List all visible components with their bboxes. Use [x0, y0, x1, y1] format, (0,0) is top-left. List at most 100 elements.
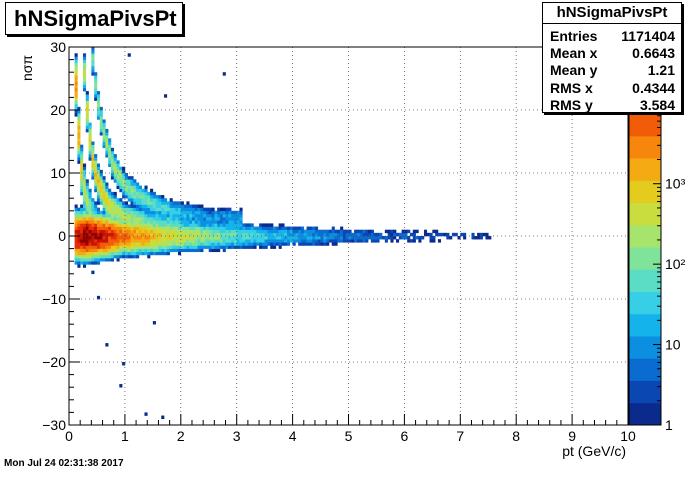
heatmap-cell: [147, 191, 151, 196]
heatmap-cell: [407, 229, 411, 234]
heatmap-cell: [354, 239, 358, 243]
heatmap-cell: [270, 239, 274, 243]
heatmap-cell: [256, 229, 260, 234]
heatmap-cell: [110, 201, 115, 205]
heatmap-cell: [82, 242, 87, 246]
heatmap-cell: [306, 242, 310, 246]
heatmap-cell: [217, 232, 221, 237]
heatmap-cell: [429, 236, 433, 240]
heatmap-cell: [180, 236, 184, 240]
heatmap-cell: [172, 232, 176, 237]
histogram-title-box: hNSigmaPivsPt: [5, 2, 183, 35]
heatmap-cell: [166, 251, 170, 256]
heatmap-cell: [270, 245, 274, 249]
heatmap-cell: [161, 198, 165, 202]
heatmap-cell: [130, 245, 134, 249]
heatmap-cell: [150, 201, 154, 205]
heatmap-cell: [197, 229, 201, 234]
heatmap-cell: [80, 245, 84, 249]
z-tick-label: 1: [665, 417, 673, 433]
heatmap-cell: [91, 236, 95, 240]
heatmap-cell: [247, 245, 251, 249]
heatmap-cell: [239, 210, 243, 215]
heatmap-cell: [144, 188, 148, 193]
heatmap-cell: [133, 201, 137, 205]
heatmap-cell: [267, 232, 271, 237]
heatmap-cell: [354, 229, 358, 234]
heatmap-cell: [91, 261, 95, 265]
heatmap-cell: [88, 223, 92, 227]
heatmap-cell: [194, 242, 198, 246]
heatmap-cell: [141, 201, 145, 205]
heatmap-cell: [233, 232, 237, 237]
heatmap-cell: [231, 217, 235, 221]
heatmap-cell: [108, 138, 112, 142]
heatmap-cell: [96, 213, 101, 218]
heatmap-cell: [155, 226, 159, 230]
heatmap-cell: [228, 223, 232, 227]
heatmap-cell: [225, 213, 229, 218]
heatmap-cell: [136, 242, 140, 246]
heatmap-cell: [278, 229, 282, 234]
heatmap-cell: [144, 236, 148, 240]
heatmap-cell: [99, 116, 103, 120]
x-axis: 0 1 2 3 4 5 6 7 8 9 10: [65, 414, 636, 444]
heatmap-cell: [94, 169, 98, 174]
heatmap-cell: [147, 213, 151, 218]
heatmap-cell: [186, 236, 190, 240]
heatmap-cell: [116, 207, 120, 212]
heatmap-cell: [85, 201, 89, 205]
heatmap-cell: [261, 236, 265, 240]
heatmap-cell: [180, 242, 184, 246]
heatmap-cell: [99, 248, 103, 253]
stats-label: RMS y: [550, 97, 593, 113]
heatmap-cell: [169, 236, 173, 240]
heatmap-cell: [359, 239, 363, 243]
heatmap-cell: [113, 163, 117, 167]
heatmap-cell: [102, 210, 106, 215]
heatmap-cell: [122, 210, 126, 215]
heatmap-cell: [116, 163, 120, 167]
heatmap-cell: [91, 207, 95, 212]
heatmap-cell: [88, 150, 92, 155]
heatmap-cell: [133, 185, 137, 190]
heatmap-cell: [200, 232, 204, 237]
heatmap-cell: [110, 176, 115, 180]
heatmap-cell: [122, 362, 126, 366]
heatmap-cell: [91, 154, 95, 158]
heatmap-cell: [113, 173, 117, 177]
heatmap-cell: [186, 232, 190, 237]
heatmap-cell: [91, 144, 95, 149]
heatmap-cell: [186, 239, 190, 243]
heatmap-cell: [122, 236, 126, 240]
heatmap-cell: [94, 248, 98, 253]
heatmap-cell: [300, 232, 305, 237]
heatmap-cell: [217, 210, 221, 215]
heatmap-cell: [108, 245, 112, 249]
heatmap-cell: [175, 213, 179, 218]
heatmap-cell: [116, 182, 120, 186]
heatmap-cell: [130, 239, 134, 243]
heatmap-cell: [261, 226, 265, 230]
heatmap-cell: [205, 236, 210, 240]
heatmap-cell: [124, 191, 128, 196]
heatmap-cell: [99, 236, 103, 240]
heatmap-cell: [88, 125, 92, 130]
heatmap-cell: [122, 201, 126, 205]
heatmap-cell: [242, 229, 246, 234]
heatmap-cell: [99, 210, 103, 215]
heatmap-cell: [102, 220, 106, 224]
heatmap-cell: [105, 147, 109, 152]
heatmap-cell: [127, 191, 131, 196]
heatmap-cell: [172, 204, 176, 208]
heatmap-cell: [205, 223, 210, 227]
heatmap-cell: [189, 226, 193, 230]
heatmap-cell: [300, 236, 305, 240]
heatmap-cell: [99, 201, 103, 205]
x-tick-label: 2: [177, 428, 185, 444]
heatmap-cell: [96, 239, 101, 243]
heatmap-cell: [314, 242, 319, 246]
heatmap-cell: [116, 204, 120, 208]
heatmap-cell: [426, 232, 430, 237]
heatmap-cell: [124, 239, 128, 243]
